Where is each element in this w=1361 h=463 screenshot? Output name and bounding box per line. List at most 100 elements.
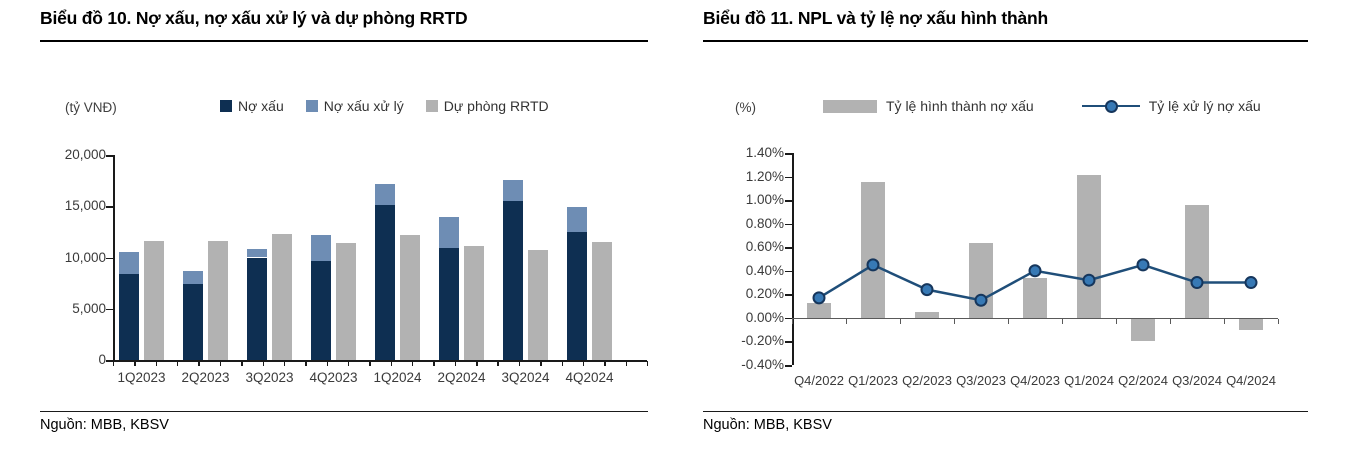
x-axis-tick (900, 319, 902, 325)
x-axis-tick (1170, 319, 1172, 325)
x-axis-tick (518, 361, 521, 366)
x-axis-tick (262, 361, 264, 366)
bar-no-xau (375, 205, 395, 360)
x-axis-tick (476, 361, 478, 366)
x-axis-tick (1062, 319, 1064, 325)
bar-no-xau-xu-ly (503, 179, 523, 202)
chart10-legend: Nợ xấu Nợ xấu xử lý Dự phòng RRTD (220, 98, 549, 114)
y-axis-tick-label: 0.80% (745, 215, 784, 231)
bar-ty-le-hinh-thanh (1239, 319, 1263, 331)
chart11-source: Nguồn: MBB, KBSV (703, 417, 832, 433)
no-xau-swatch-icon (220, 100, 232, 112)
line-marker (920, 283, 934, 297)
bar-du-phong (272, 234, 292, 360)
line-marker (812, 291, 826, 305)
chart11-title-rule (703, 40, 1308, 42)
y-axis-line (792, 153, 794, 365)
bar-no-xau-xu-ly (567, 207, 587, 232)
bar-ty-le-hinh-thanh (1185, 204, 1209, 318)
x-axis-label: 1Q2023 (117, 370, 166, 385)
bar-no-xau (183, 284, 203, 360)
chart10-unit-label: (tỷ VNĐ) (65, 100, 117, 115)
bar-no-xau (503, 201, 523, 360)
bar-ty-le-hinh-thanh (915, 312, 939, 318)
y-axis-line (113, 155, 115, 360)
chart10-title-rule (40, 40, 648, 42)
x-axis-line (113, 360, 647, 362)
bar-no-xau (311, 260, 331, 360)
bar-du-phong (592, 241, 612, 360)
y-axis-tick (106, 360, 113, 362)
chart11-legend: Tỷ lệ hình thành nợ xấu Tỷ lệ xử lý nợ x… (823, 98, 1261, 114)
x-axis-label: Q4/2024 (1226, 373, 1276, 388)
x-axis-label: 3Q2024 (501, 370, 550, 385)
y-axis-tick (785, 153, 792, 155)
x-axis-label: 2Q2024 (437, 370, 486, 385)
chart10-panel: Biểu đồ 10. Nợ xấu, nợ xấu xử lý và dự p… (40, 0, 650, 463)
y-axis-tick (106, 308, 113, 311)
x-axis-tick (540, 361, 542, 366)
x-axis-label: Q1/2024 (1064, 373, 1114, 388)
y-axis-tick-label: 0.40% (745, 262, 784, 278)
legend-item-ty-le-xu-ly: Tỷ lệ xử lý nợ xấu (1081, 98, 1261, 114)
y-axis-tick-label: 1.20% (745, 168, 784, 184)
x-axis-tick (1116, 319, 1118, 325)
y-axis-tick (106, 257, 113, 259)
x-axis-tick (283, 361, 286, 366)
bar-du-phong (464, 246, 484, 360)
chart11-title: Biểu đồ 11. NPL và tỷ lệ nợ xấu hình thà… (703, 8, 1049, 28)
y-axis-tick (785, 200, 792, 202)
bar-ty-le-hinh-thanh (861, 182, 885, 318)
y-axis-tick-label: 0.60% (745, 239, 784, 255)
y-axis-tick (785, 341, 792, 343)
x-axis-label: Q4/2022 (794, 373, 844, 388)
x-axis-tick (846, 319, 848, 325)
x-axis-tick (561, 361, 563, 366)
legend-label: Nợ xấu (238, 98, 284, 114)
y-axis-tick (785, 176, 792, 179)
bar-no-xau-xu-ly (439, 217, 459, 249)
bar-no-xau-xu-ly (311, 235, 331, 261)
x-axis-label: 2Q2023 (181, 370, 230, 385)
bar-du-phong (400, 235, 420, 360)
y-axis-tick-label: 20,000 (64, 147, 106, 162)
line-marker (1244, 276, 1258, 290)
x-axis-tick (198, 361, 200, 366)
legend-item-no-xau-xu-ly: Nợ xấu xử lý (305, 98, 404, 114)
x-axis-tick (1008, 319, 1010, 325)
line-marker (974, 293, 988, 307)
x-axis-tick (433, 361, 435, 366)
bar-du-phong (528, 250, 548, 360)
x-axis-tick (326, 361, 328, 366)
ty-le-xu-ly-swatch-icon (1081, 99, 1140, 113)
bar-ty-le-hinh-thanh (1131, 319, 1155, 341)
chart10-title: Biểu đồ 10. Nợ xấu, nợ xấu xử lý và dự p… (40, 8, 468, 28)
x-axis-label: Q1/2023 (848, 373, 898, 388)
x-axis-tick (582, 361, 585, 366)
y-axis-tick-label: 10,000 (64, 249, 106, 265)
legend-item-ty-le-hinh-thanh: Tỷ lệ hình thành nợ xấu (823, 98, 1034, 114)
ty-le-hinh-thanh-swatch-icon (823, 99, 877, 113)
bar-no-xau-xu-ly (375, 183, 395, 206)
x-axis-tick (454, 361, 457, 366)
x-axis-tick (792, 319, 794, 325)
legend-label: Tỷ lệ xử lý nợ xấu (1148, 98, 1261, 114)
line-marker (1136, 258, 1150, 272)
chart10-footer-rule (40, 411, 648, 413)
x-axis-tick (219, 361, 222, 366)
x-axis-tick (113, 361, 115, 366)
bar-ty-le-hinh-thanh (1023, 277, 1047, 318)
y-axis-tick-label: 0.00% (745, 309, 784, 325)
y-axis-tick (785, 270, 792, 273)
y-axis-tick-label: -0.40% (741, 357, 784, 372)
chart11-panel: Biểu đồ 11. NPL và tỷ lệ nợ xấu hình thà… (703, 0, 1321, 463)
bar-no-xau-xu-ly (183, 271, 203, 285)
legend-item-no-xau: Nợ xấu (220, 98, 284, 114)
chart11-unit-label: (%) (735, 100, 756, 115)
chart10-source: Nguồn: MBB, KBSV (40, 417, 169, 433)
bar-no-xau-xu-ly (247, 248, 267, 258)
x-axis-tick (305, 361, 307, 366)
x-axis-tick (954, 319, 956, 325)
x-axis-tick (347, 361, 350, 366)
